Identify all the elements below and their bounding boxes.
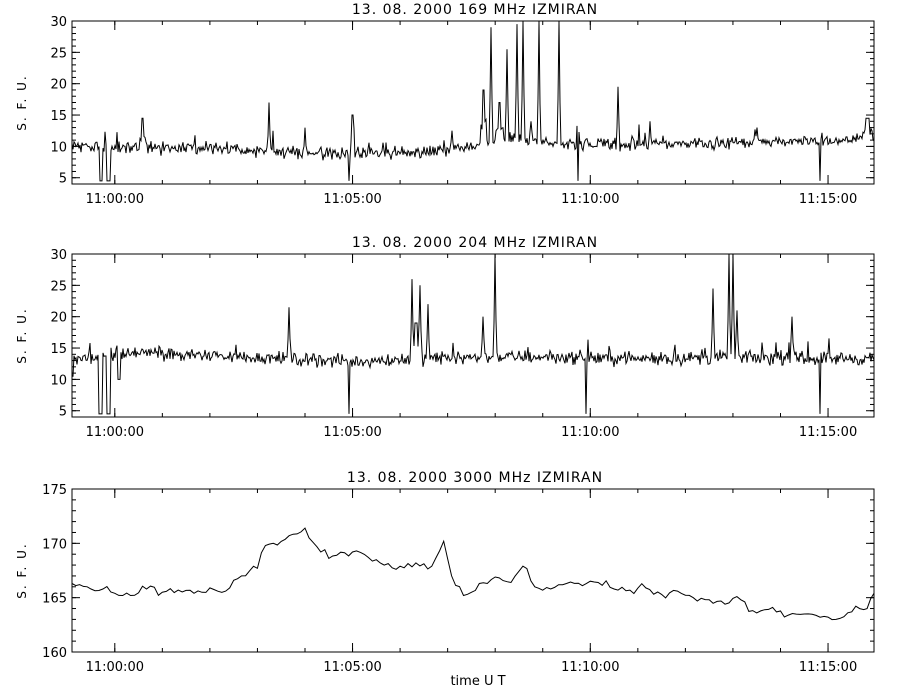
- x-tick-label: 11:00:00: [86, 192, 144, 207]
- series-line: [71, 527, 875, 621]
- y-tick-label: 15: [50, 342, 67, 357]
- y-axis-label: S. F. U.: [15, 307, 29, 363]
- y-tick-label: 25: [50, 46, 67, 61]
- y-axis-label: S. F. U.: [15, 74, 29, 130]
- y-tick-label: 30: [50, 15, 67, 30]
- x-tick-label: 11:10:00: [561, 660, 619, 675]
- y-tick-label: 5: [59, 172, 67, 187]
- y-tick-label: 165: [42, 592, 67, 607]
- x-tick-label: 11:15:00: [799, 425, 857, 440]
- series-line: [72, 253, 875, 415]
- x-tick-label: 11:05:00: [323, 192, 381, 207]
- x-tick-label: 11:10:00: [561, 192, 619, 207]
- panel-title: 13. 08. 2000 204 MHz IZMIRAN: [352, 235, 598, 251]
- y-tick-label: 10: [50, 373, 67, 388]
- y-tick-label: 20: [50, 78, 67, 93]
- x-tick-label: 11:15:00: [799, 660, 857, 675]
- y-tick-label: 20: [50, 311, 67, 326]
- y-tick-label: 25: [50, 279, 67, 294]
- x-tick-label: 11:05:00: [323, 425, 381, 440]
- series-line: [71, 20, 875, 182]
- y-tick-label: 15: [50, 109, 67, 124]
- panel-title: 13. 08. 2000 3000 MHz IZMIRAN: [347, 470, 603, 486]
- y-tick-label: 10: [50, 140, 67, 155]
- y-tick-label: 30: [50, 248, 67, 263]
- plot-frame: [71, 253, 875, 418]
- x-tick-label: 11:15:00: [799, 192, 857, 207]
- x-tick-label: 11:10:00: [561, 425, 619, 440]
- x-tick-label: 11:00:00: [86, 660, 144, 675]
- x-tick-label: 11:00:00: [86, 425, 144, 440]
- plot-frame: [71, 20, 875, 185]
- x-tick-label: 11:05:00: [323, 660, 381, 675]
- panel-title: 13. 08. 2000 169 MHz IZMIRAN: [352, 2, 598, 18]
- x-axis-label: time U T: [450, 674, 505, 689]
- y-tick-label: 175: [42, 483, 67, 498]
- y-tick-label: 5: [59, 405, 67, 420]
- y-axis-label: S. F. U.: [15, 542, 29, 598]
- y-tick-label: 160: [42, 646, 67, 661]
- y-tick-label: 170: [42, 537, 67, 552]
- plot-frame: [71, 488, 875, 653]
